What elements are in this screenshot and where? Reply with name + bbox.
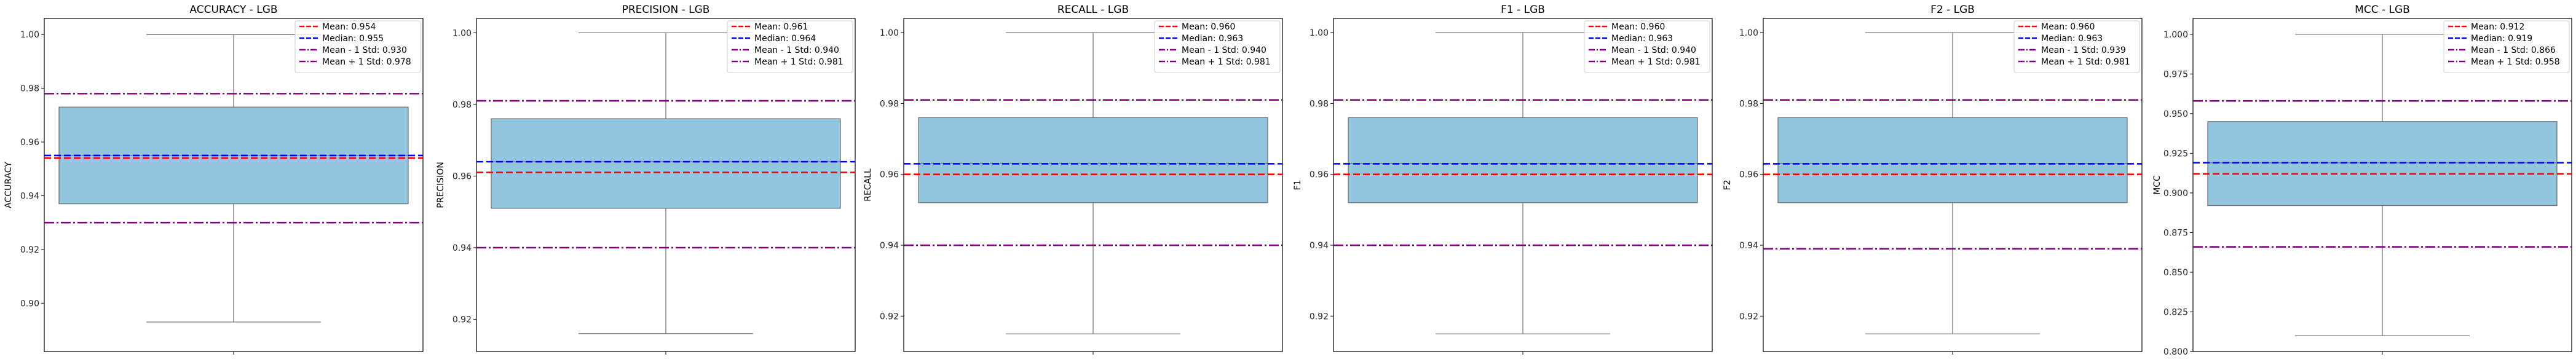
iqr-box	[1777, 117, 2128, 203]
iqr-box	[918, 117, 1268, 203]
y-tick-label: 0.94	[20, 191, 39, 201]
y-tick-label: 0.90	[20, 299, 39, 309]
y-tick-label: 0.925	[2163, 149, 2188, 159]
y-tick-label: 0.98	[20, 84, 39, 94]
legend-box	[2013, 20, 2140, 73]
legend-entry: Mean - 1 Std: 0.939	[2041, 45, 2126, 55]
y-tick-label: 0.825	[2163, 307, 2188, 317]
y-axis-label: F2	[1723, 180, 1732, 191]
y-tick-label: 0.98	[1739, 99, 1758, 109]
y-tick-label: 1.00	[20, 30, 39, 40]
y-tick-label: 0.98	[880, 99, 899, 109]
y-tick-label: 0.96	[452, 171, 472, 181]
chart-title: ACCURACY - LGB	[189, 4, 277, 16]
legend-box	[727, 20, 853, 73]
y-tick-label: 1.000	[2163, 30, 2188, 40]
y-tick-label: 0.850	[2163, 268, 2188, 278]
legend-entry: Mean - 1 Std: 0.940	[1182, 45, 1266, 55]
legend-entry: Mean + 1 Std: 0.981	[1182, 57, 1271, 67]
subplot-4: F1 - LGB F1 0.92 0.94 0.96 0.98 1.00 Mean: 0.96…	[1293, 4, 1713, 355]
legend-entry: Mean: 0.960	[1182, 22, 1235, 32]
legend-entry: Median: 0.919	[2471, 34, 2532, 44]
y-tick-label: 0.875	[2163, 228, 2188, 238]
subplot-1: ACCURACY - LGB ACCURACY 0.90 0.92 0.94 0.96 0.…	[4, 4, 424, 355]
y-tick-label: 0.96	[20, 138, 39, 148]
y-tick-label: 0.950	[2163, 109, 2188, 119]
chart-title: F2 - LGB	[1930, 4, 1975, 16]
y-tick-label: 1.00	[1310, 28, 1329, 38]
y-tick-label: 0.98	[1310, 99, 1329, 109]
y-tick-label: 1.00	[880, 28, 899, 38]
legend-entry: Mean + 1 Std: 0.978	[322, 57, 411, 67]
legend-box	[1154, 20, 1281, 73]
y-tick-label: 0.92	[1739, 312, 1758, 321]
chart-title: RECALL - LGB	[1057, 4, 1129, 16]
y-tick-label: 0.94	[880, 241, 899, 251]
legend-entry: Mean: 0.954	[322, 22, 376, 32]
chart-title: PRECISION - LGB	[622, 4, 710, 16]
chart-title: F1 - LGB	[1501, 4, 1545, 16]
y-tick-label: 0.94	[452, 243, 472, 253]
legend-entry: Median: 0.963	[1182, 34, 1243, 44]
y-tick-label: 0.92	[880, 312, 899, 321]
legend-entry: Mean - 1 Std: 0.930	[322, 45, 407, 55]
y-tick-label: 0.900	[2163, 189, 2188, 199]
legend-entry: Median: 0.955	[322, 34, 384, 44]
legend-entry: Mean: 0.960	[1611, 22, 1665, 32]
iqr-box	[491, 118, 841, 209]
legend-entry: Mean - 1 Std: 0.940	[754, 45, 839, 55]
y-tick-label: 0.98	[452, 100, 472, 110]
subplot-6: MCC - LGB MCC 0.800 0.825 0.850 0.875 0.900 0.9…	[2152, 4, 2572, 357]
y-tick-label: 1.00	[1739, 28, 1758, 38]
y-tick-label: 0.800	[2163, 347, 2188, 357]
legend-entry: Mean + 1 Std: 0.981	[754, 57, 844, 67]
y-tick-label: 0.92	[20, 245, 39, 255]
legend-entry: Mean - 1 Std: 0.866	[2471, 45, 2556, 55]
iqr-box	[1348, 117, 1698, 203]
y-axis-label: PRECISION	[436, 162, 446, 208]
y-axis-label: ACCURACY	[4, 162, 14, 208]
subplot-2: PRECISION - LGB PRECISION 0.92 0.94 0.96 0.98…	[436, 4, 856, 355]
legend-entry: Mean: 0.961	[754, 22, 808, 32]
subplot-3: RECALL - LGB RECALL 0.92 0.94 0.96 0.98 1.00 Me…	[863, 4, 1283, 355]
y-tick-label: 0.94	[1310, 241, 1329, 251]
y-tick-label: 0.975	[2163, 69, 2188, 79]
legend-entry: Mean - 1 Std: 0.940	[1611, 45, 1696, 55]
y-tick-label: 0.96	[880, 170, 899, 180]
legend-entry: Median: 0.963	[2041, 34, 2103, 44]
legend-entry: Mean: 0.960	[2041, 22, 2095, 32]
legend-box	[2443, 20, 2570, 73]
y-tick-label: 0.96	[1310, 170, 1329, 180]
legend-entry: Median: 0.964	[754, 34, 816, 44]
y-tick-label: 1.00	[452, 28, 472, 38]
legend-entry: Mean + 1 Std: 0.981	[1611, 57, 1701, 67]
y-tick-label: 0.92	[1310, 312, 1329, 321]
chart-title: MCC - LGB	[2355, 4, 2410, 16]
subplot-5: F2 - LGB F2 0.92 0.94 0.96 0.98 1.00 Mean: 0.96…	[1723, 4, 2143, 355]
legend-entry: Mean + 1 Std: 0.958	[2471, 57, 2560, 67]
y-axis-label: F1	[1293, 180, 1303, 191]
legend-entry: Mean: 0.912	[2471, 22, 2524, 32]
y-tick-label: 0.92	[452, 315, 472, 325]
legend-box	[1584, 20, 1710, 73]
legend-entry: Median: 0.963	[1611, 34, 1673, 44]
legend-entry: Mean + 1 Std: 0.981	[2041, 57, 2130, 67]
legend-box	[294, 20, 421, 73]
y-axis-label: MCC	[2152, 175, 2162, 195]
y-tick-label: 0.94	[1739, 241, 1758, 251]
y-axis-label: RECALL	[863, 168, 873, 202]
y-tick-label: 0.96	[1739, 170, 1758, 180]
